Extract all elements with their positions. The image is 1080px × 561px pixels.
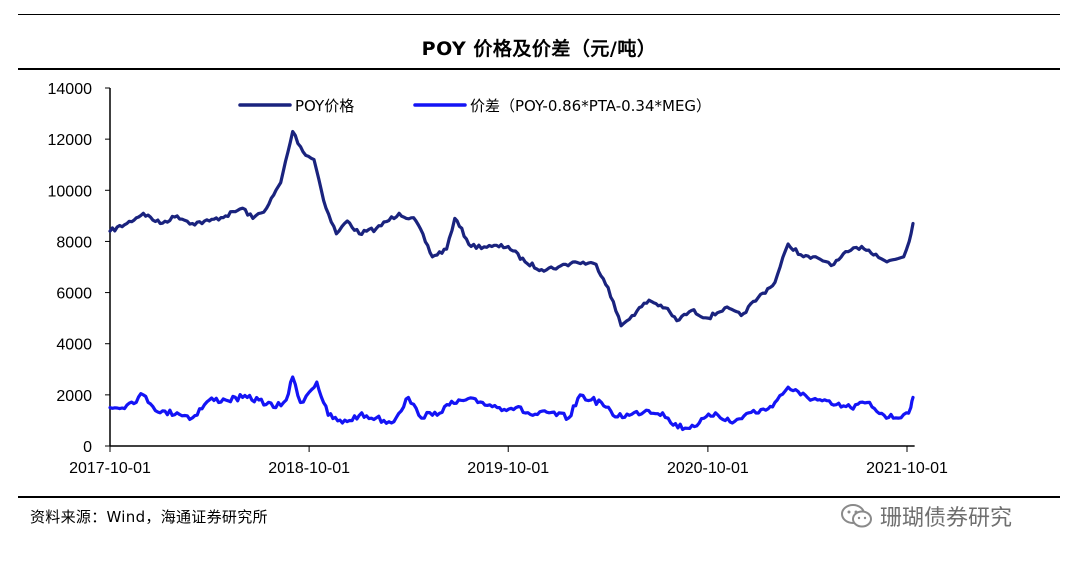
- series-layer: [108, 129, 915, 432]
- y-tick-label: 0: [83, 439, 92, 456]
- x-tick-label: 2018-10-01: [268, 460, 350, 477]
- source-note: 资料来源：Wind，海通证券研究所: [30, 508, 268, 526]
- x-tick-label: 2017-10-01: [69, 460, 151, 477]
- axes: [105, 87, 915, 452]
- watermark-text: 珊瑚债券研究: [880, 506, 1013, 531]
- y-tick-labels: 0 2000 4000 6000 8000 10000 12000 14000: [48, 81, 93, 456]
- series-line-poy: [108, 129, 915, 328]
- x-tick-labels: 2017-10-01 2018-10-01 2019-10-01 2020-10-01…: [69, 460, 948, 477]
- legend: POY价格 价差（POY-0.86*PTA-0.34*MEG）: [238, 97, 711, 115]
- wechat-icon: [841, 504, 872, 528]
- legend-label: POY价格: [295, 97, 354, 115]
- title-rule: [18, 68, 1060, 70]
- x-tick-label: 2021-10-01: [866, 460, 948, 477]
- y-tick-label: 12000: [48, 132, 93, 149]
- y-tick-label: 2000: [56, 388, 92, 405]
- series-line-spread: [108, 375, 915, 432]
- y-tick-label: 6000: [56, 286, 92, 303]
- chart-title: POY 价格及价差（元/吨）: [421, 38, 657, 60]
- y-tick-label: 8000: [56, 234, 92, 251]
- x-tick-label: 2019-10-01: [467, 460, 549, 477]
- y-tick-label: 14000: [48, 81, 93, 98]
- legend-label: 价差（POY-0.86*PTA-0.34*MEG）: [470, 97, 711, 115]
- y-tick-label: 10000: [48, 183, 93, 200]
- bottom-rule: [18, 496, 1060, 498]
- y-tick-label: 4000: [56, 337, 92, 354]
- watermark: 珊瑚债券研究: [840, 500, 1012, 532]
- x-tick-label: 2020-10-01: [667, 460, 749, 477]
- top-rule: [18, 14, 1060, 15]
